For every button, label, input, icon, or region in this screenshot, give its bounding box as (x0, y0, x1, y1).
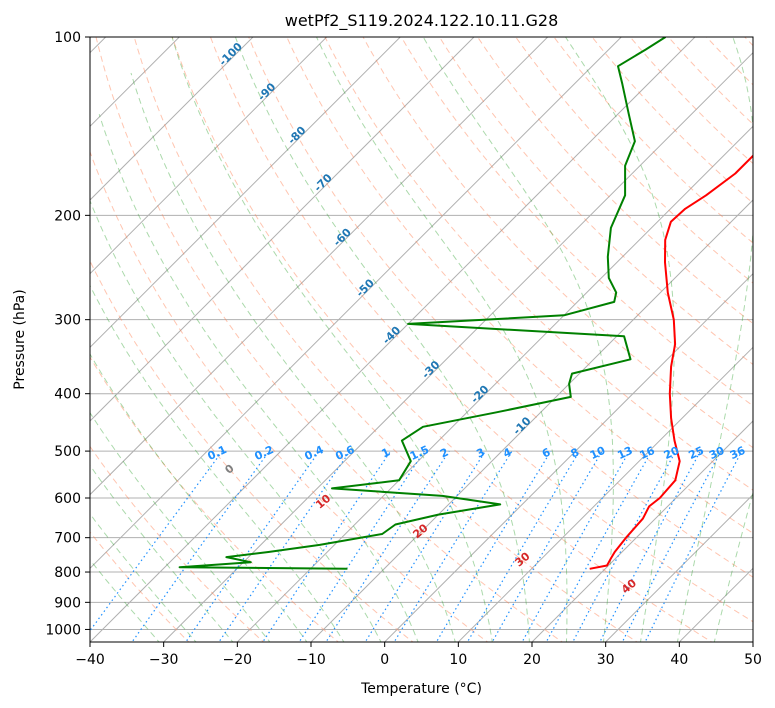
mixing-ratio-label: 20 (662, 444, 682, 462)
dry-adiabat-lines (90, 37, 753, 642)
dewpoint-line (178, 37, 667, 570)
dry-adiabat-line (133, 37, 638, 642)
isotherm-lines (90, 37, 753, 642)
moist-adiabat-line (98, 114, 419, 642)
moist-adiabat-line (422, 37, 614, 642)
x-tick-label: −40 (75, 652, 105, 668)
mixing-ratio-line (218, 450, 351, 642)
isotherm-line (162, 51, 753, 642)
mixing-ratio-label: 25 (687, 444, 706, 462)
isotherm-line (90, 37, 475, 422)
x-tick-label: 0 (380, 652, 389, 668)
dry-adiabat-line (90, 445, 265, 642)
isotherm-line (531, 420, 753, 642)
x-tick-label: 50 (744, 652, 762, 668)
moist-adiabat-line (676, 37, 753, 642)
y-tick-label: 700 (54, 531, 81, 547)
isotherm-line (90, 37, 254, 201)
x-axis-ticks: −40 −30 −20 −10 0 10 20 30 40 50 (75, 642, 762, 668)
y-axis-title: Pressure (hPa) (12, 289, 28, 389)
temperature-line (589, 154, 753, 570)
moist-adiabat-line (564, 37, 675, 642)
dry-adiabat-line (209, 37, 753, 623)
x-tick-label: −20 (223, 652, 253, 668)
isotherm-line (457, 346, 753, 642)
x-tick-label: 30 (597, 652, 615, 668)
mixing-ratio-label: 13 (615, 444, 634, 462)
mixing-ratio-line (435, 450, 552, 642)
sounding-series (178, 37, 753, 570)
moist-adiabat-line (130, 72, 456, 642)
y-tick-label: 900 (54, 595, 81, 611)
mixing-ratio-line (262, 450, 392, 642)
moist-adiabat-line (171, 37, 493, 642)
x-tick-label: 20 (523, 652, 541, 668)
mixing-ratio-line (521, 450, 631, 642)
y-axis-ticks: 1000 900 800 700 600 500 400 300 200 100 (45, 30, 90, 638)
isotherm-line (604, 493, 753, 642)
mixing-ratio-label: 36 (728, 444, 748, 462)
mixing-ratio-line (90, 450, 223, 632)
mixing-ratio-label: 30 (707, 444, 727, 462)
chart-title: wetPf2_S119.2024.122.10.11.G28 (285, 11, 559, 31)
x-tick-label: −10 (296, 652, 326, 668)
isotherm-line (90, 37, 328, 275)
mixing-ratio-lines (90, 450, 743, 642)
dry-adiabat-line (90, 259, 414, 642)
isotherm-line (383, 272, 753, 642)
moist-adiabat-line (90, 199, 382, 642)
isotherm-line (90, 37, 549, 496)
dry-adiabat-line (515, 37, 753, 284)
mixing-ratio-line (644, 450, 743, 642)
isotherm-line (90, 37, 623, 570)
x-tick-label: 10 (449, 652, 467, 668)
moist-adiabat-line (234, 37, 530, 642)
x-tick-label: 40 (670, 652, 688, 668)
dry-adiabat-line (90, 356, 340, 642)
mixing-ratio-line (621, 450, 722, 642)
y-tick-label: 500 (54, 444, 81, 460)
y-tick-label: 1000 (45, 622, 81, 638)
isotherm-line (90, 37, 696, 642)
y-tick-label: 100 (54, 30, 81, 46)
dry-adiabat-line (90, 150, 489, 642)
moist-adiabat-lines (90, 37, 753, 642)
y-tick-label: 800 (54, 565, 81, 581)
moist-adiabat-line (90, 353, 308, 642)
x-axis-title: Temperature (°C) (360, 681, 482, 697)
x-tick-label: −30 (149, 652, 179, 668)
y-tick-label: 300 (54, 313, 81, 329)
pressure-grid (90, 37, 753, 630)
mixing-ratio-label: 16 (638, 444, 658, 462)
y-tick-label: 200 (54, 208, 81, 224)
dry-adiabat-line (95, 37, 564, 642)
mixing-ratio-line (491, 450, 603, 642)
mixing-ratio-line (325, 450, 450, 642)
mixing-ratio-line (298, 450, 425, 642)
y-tick-label: 600 (54, 491, 81, 507)
mixing-ratio-label: 10 (588, 444, 608, 462)
y-tick-label: 400 (54, 387, 81, 403)
isotherm-line (310, 199, 753, 642)
moist-adiabat-line (90, 411, 271, 642)
plot-frame (89, 36, 754, 643)
isotherm-line (90, 37, 402, 349)
mixing-ratio-line (393, 450, 513, 642)
moist-adiabat-line (315, 37, 568, 642)
mixing-ratio-line (466, 450, 580, 642)
moist-adiabat-line (90, 513, 197, 642)
moist-adiabat-line (713, 490, 753, 642)
mixing-ratio-line (364, 450, 486, 642)
